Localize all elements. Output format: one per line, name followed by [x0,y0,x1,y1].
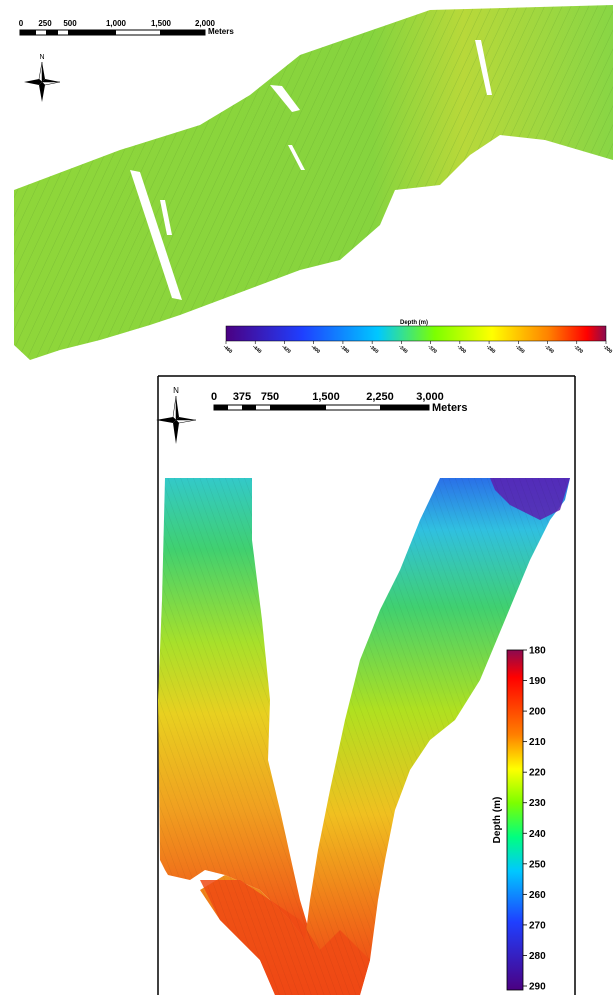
bottom-scale-tick: 0 [211,391,217,403]
top-legend-tick-label: -200 [602,344,613,355]
top-legend-tick-label: -320 [426,344,438,355]
top-scale-tick: 0 [19,19,24,28]
bottom-north-label: N [173,386,179,395]
bottom-legend-tick-label: 290 [529,982,546,993]
top-map: 0 250 500 1,000 1,500 2,000 Meters N Dep… [14,5,613,360]
bottom-north-arrow-icon: N [156,386,197,444]
bottom-legend-title: Depth (m) [492,797,503,844]
bottom-scale-tick: 375 [233,391,251,403]
bottom-legend-tick-label: 240 [529,829,546,840]
bottom-legend-tick-label: 280 [529,951,546,962]
top-scale-tick: 1,000 [106,19,127,28]
top-legend-tick-label: -440 [251,344,263,355]
top-scale-tick: 2,000 [195,19,216,28]
top-legend-title: Depth (m) [400,320,428,326]
bottom-legend-tick-label: 180 [529,646,546,657]
bottom-survey-swath [158,478,570,995]
bottom-scale-tick: 1,500 [312,391,340,403]
bottom-legend-tick-label: 260 [529,890,546,901]
bottom-scale-bar: 0 375 750 1,500 2,250 3,000 Meters [211,391,468,414]
top-legend-tick-label: -220 [572,344,584,355]
top-legend-tick-label: -460 [222,344,234,355]
top-legend-tick-label: -340 [397,344,409,355]
top-legend-tick-label: -360 [368,344,380,355]
top-scale-tick: 500 [63,19,77,28]
top-scale-tick: 1,500 [151,19,172,28]
bottom-legend-tick-label: 200 [529,707,546,718]
data-gap [475,40,492,95]
bottom-scale-tick: 2,250 [366,391,394,403]
bottom-map: 0 375 750 1,500 2,250 3,000 Meters N Dep… [156,375,576,995]
top-depth-legend: Depth (m) -460 -440 -420 -400 -380 -360 -340 -3… [222,320,613,355]
bottom-scale-tick: 750 [261,391,279,403]
top-legend-tick-label: -300 [456,344,468,355]
top-legend-colorbar [225,325,607,342]
data-gap [270,85,300,112]
bottom-legend-tick-label: 210 [529,737,546,748]
top-scale-bar: 0 250 500 1,000 1,500 2,000 Meters [19,19,235,36]
bottom-legend-tick-label: 270 [529,920,546,931]
data-gap [130,170,182,300]
bottom-scale-tick: 3,000 [416,391,444,403]
bottom-legend-tick-label: 190 [529,676,546,687]
top-scale-unit: Meters [208,27,234,36]
top-north-arrow-icon: N [24,54,61,102]
top-legend-tick-label: -420 [280,344,292,355]
top-legend-tick-label: -400 [309,344,321,355]
top-survey-swath [14,5,613,360]
data-gap [160,200,172,235]
top-north-label: N [39,54,44,61]
bottom-depth-legend: Depth (m) 180 190 200 210 220 230 240 250 260 270… [492,646,546,993]
top-legend-tick-label: -380 [339,344,351,355]
bottom-legend-tick-label: 230 [529,798,546,809]
top-legend-tick-label: -280 [485,344,497,355]
bottom-legend-tick-label: 250 [529,859,546,870]
bottom-legend-tick-label: 220 [529,768,546,779]
bottom-scale-unit: Meters [432,402,467,414]
bottom-legend-colorbar [506,649,524,991]
top-legend-tick-label: -240 [543,344,555,355]
top-legend-tick-label: -260 [514,344,526,355]
top-scale-tick: 250 [38,19,52,28]
data-gap [288,145,305,170]
